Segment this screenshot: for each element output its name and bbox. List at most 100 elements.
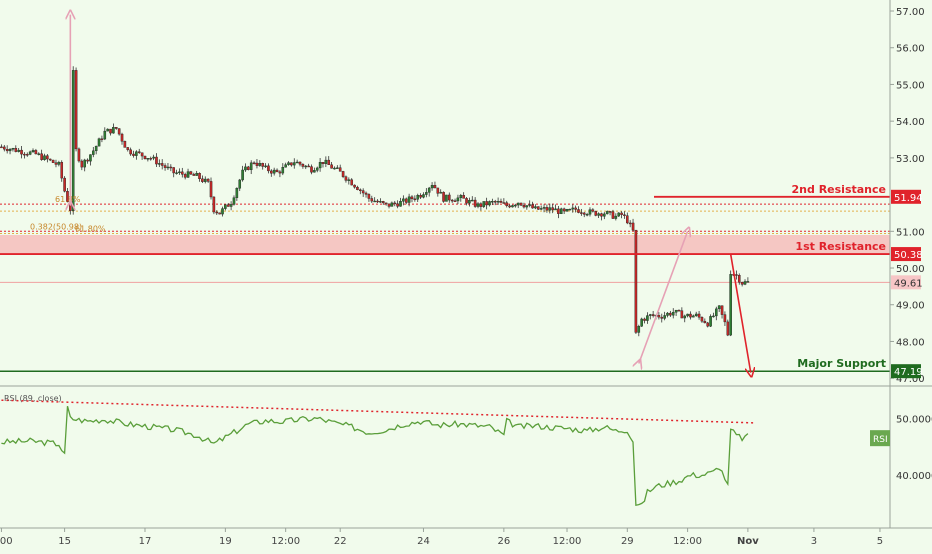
candle xyxy=(450,199,454,202)
candle xyxy=(674,309,678,313)
candle xyxy=(399,201,402,207)
candle xyxy=(439,191,442,194)
candle xyxy=(740,282,744,285)
candle xyxy=(221,208,224,215)
candle xyxy=(611,211,615,219)
price-tick-label: 47.00 xyxy=(896,374,925,385)
candle xyxy=(126,147,130,150)
time-tick-label: 12:00 xyxy=(673,536,702,547)
candle xyxy=(175,172,178,174)
price-badge-label: 47.19 xyxy=(894,367,923,378)
candle xyxy=(666,312,669,316)
candle xyxy=(565,209,569,212)
candle xyxy=(327,159,331,165)
candle xyxy=(336,167,339,169)
candle xyxy=(715,308,718,317)
candle xyxy=(215,211,219,214)
candle xyxy=(436,187,440,194)
candle xyxy=(114,127,118,129)
candle xyxy=(557,208,560,214)
candle xyxy=(594,211,598,216)
candle xyxy=(648,314,652,316)
candle xyxy=(338,167,342,172)
candle xyxy=(545,207,549,211)
candle xyxy=(726,321,730,336)
candle xyxy=(476,203,480,207)
candle xyxy=(301,164,305,167)
candle xyxy=(597,213,600,216)
candle xyxy=(132,153,135,156)
candle xyxy=(514,204,517,207)
candle xyxy=(689,313,692,318)
candle xyxy=(278,171,282,174)
candle xyxy=(554,208,557,211)
candle xyxy=(350,179,353,186)
candle xyxy=(631,222,635,231)
candle xyxy=(298,161,302,165)
arrow xyxy=(729,253,751,373)
candle xyxy=(367,194,371,199)
price-tick-label: 57.00 xyxy=(896,7,925,18)
candle xyxy=(482,201,486,207)
candle xyxy=(281,167,285,174)
candle xyxy=(488,201,491,206)
candle xyxy=(531,204,534,209)
candle xyxy=(158,163,161,165)
price-tick-label: 48.00 xyxy=(896,337,925,348)
rsi-panel: RSI (89, close) xyxy=(1,394,754,506)
candle xyxy=(31,150,35,153)
candle xyxy=(626,215,629,224)
rsi-title: RSI (89, close) xyxy=(4,394,62,403)
candle xyxy=(203,178,207,182)
candle xyxy=(100,138,104,140)
candle xyxy=(241,169,244,181)
candle xyxy=(548,207,552,211)
candle xyxy=(264,165,267,168)
rsi-line xyxy=(1,406,749,506)
candle xyxy=(605,211,609,215)
candle xyxy=(307,165,310,168)
candle xyxy=(103,130,107,140)
time-tick-label: 5 xyxy=(877,536,883,547)
candle xyxy=(292,162,296,166)
candle xyxy=(129,149,132,155)
candle xyxy=(574,207,577,210)
candle xyxy=(723,314,727,323)
candle xyxy=(539,208,543,210)
candle xyxy=(709,316,712,327)
candle xyxy=(453,200,457,202)
candle xyxy=(571,207,575,210)
candle xyxy=(643,318,646,321)
candle xyxy=(425,192,428,195)
candle xyxy=(637,326,641,333)
candle xyxy=(422,194,425,198)
candle xyxy=(617,212,620,217)
candle xyxy=(585,214,589,216)
time-tick-label: 2:00 xyxy=(0,536,13,547)
candle xyxy=(135,151,138,156)
candle xyxy=(86,159,89,162)
price-tick-label: 55.00 xyxy=(896,80,925,91)
price-badge xyxy=(891,364,921,379)
candle xyxy=(146,158,150,160)
price-tick-label: 53.00 xyxy=(896,154,925,165)
candle xyxy=(313,170,316,173)
candle xyxy=(252,162,256,165)
candle xyxy=(623,214,626,216)
candle xyxy=(140,152,144,157)
candle xyxy=(169,166,173,169)
candle xyxy=(324,159,328,164)
rsi-badge xyxy=(870,430,890,447)
candle xyxy=(181,171,184,175)
candle xyxy=(528,204,531,206)
candle xyxy=(376,200,379,203)
time-tick-label: 15 xyxy=(58,536,71,547)
candle xyxy=(295,161,299,164)
candle xyxy=(206,178,210,182)
candle xyxy=(381,201,385,204)
candle xyxy=(318,162,322,169)
candle xyxy=(430,185,434,189)
candle xyxy=(89,154,92,162)
candle xyxy=(209,181,213,198)
